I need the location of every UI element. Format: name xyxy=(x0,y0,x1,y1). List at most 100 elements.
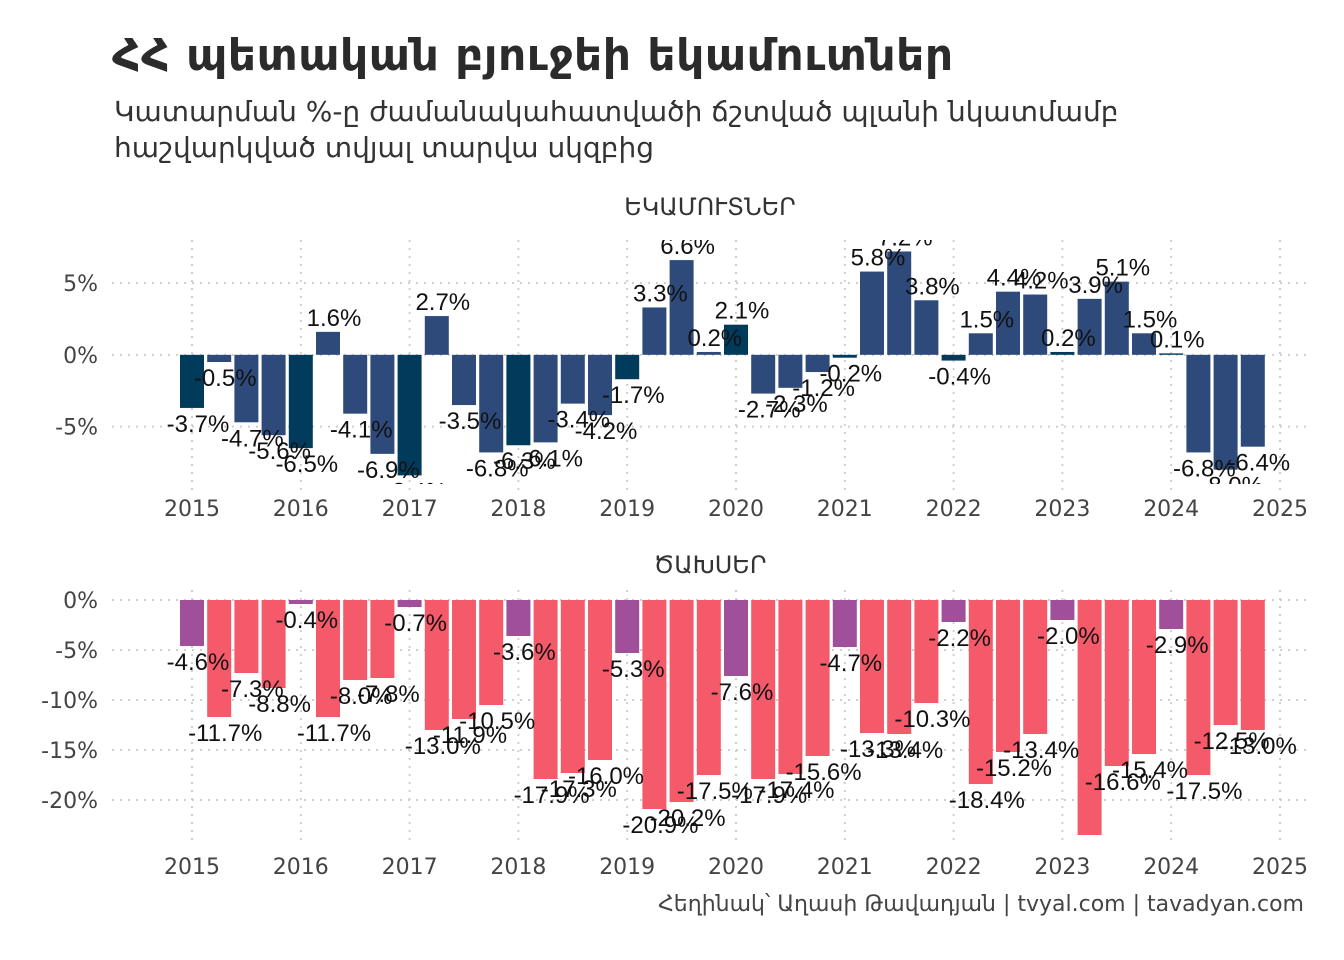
bars-group xyxy=(180,600,1265,835)
data-label: -3.5% xyxy=(439,408,502,435)
bar xyxy=(751,600,776,779)
data-label: 1.5% xyxy=(959,306,1014,333)
x-tick-label: 2019 xyxy=(599,497,655,522)
data-label: -8.0% xyxy=(330,683,393,710)
bar xyxy=(370,600,395,678)
data-label: 4.2% xyxy=(1014,268,1069,295)
data-label: 6.6% xyxy=(660,233,715,260)
data-label: -17.4% xyxy=(758,777,834,804)
bar xyxy=(968,600,993,784)
bar xyxy=(1213,600,1238,725)
x-tick-label: 2022 xyxy=(926,497,982,522)
bar xyxy=(1186,354,1211,453)
data-label: -7.3% xyxy=(221,676,284,703)
bar xyxy=(316,331,340,355)
revenue-panel: ԵԿԱՄՈՒՏՆԵՐ 2015 2016 2017 2018 2019 2020 2021 20… xyxy=(55,193,1308,522)
bar xyxy=(1132,333,1156,355)
data-label: -7.6% xyxy=(711,679,774,706)
bar xyxy=(316,600,340,717)
bar xyxy=(832,354,857,358)
data-label: -4.1% xyxy=(330,417,393,444)
bar xyxy=(288,600,313,604)
subtitle-line-2: հաշվարկված տվյալ տարվա սկզբից xyxy=(114,131,654,164)
bar xyxy=(533,600,558,779)
bar xyxy=(887,600,912,734)
bar xyxy=(696,600,721,775)
bar xyxy=(968,333,993,355)
data-label: 4.4% xyxy=(987,265,1042,292)
data-label: -0.7% xyxy=(384,610,447,637)
bar xyxy=(234,600,259,673)
bar xyxy=(669,260,694,355)
data-label: -11.7% xyxy=(188,720,262,747)
bar xyxy=(234,354,259,423)
data-label: -8.0% xyxy=(1200,473,1263,500)
bar xyxy=(343,600,368,680)
bar xyxy=(860,271,884,355)
bar xyxy=(588,354,612,416)
x-tick-label: 2019 xyxy=(599,855,655,880)
labels-group: -4.6%-11.7%-7.3%-8.8%-0.4%-11.7%-8.0%-7.… xyxy=(167,607,1297,865)
bar xyxy=(832,600,857,647)
bar xyxy=(560,600,585,773)
bar xyxy=(397,600,422,607)
data-label: 3.8% xyxy=(905,273,960,300)
data-label: -10.3% xyxy=(894,706,970,733)
bar xyxy=(506,600,531,636)
data-label: -2.9% xyxy=(1146,632,1209,659)
data-label: -17.5% xyxy=(677,778,753,805)
x-tick-label: 2020 xyxy=(708,855,764,880)
data-label: -3.6% xyxy=(493,639,556,666)
x-tick-label: 2023 xyxy=(1034,497,1090,522)
data-label: -11.9% xyxy=(433,722,507,749)
data-label: -11.7% xyxy=(297,720,371,747)
bar xyxy=(996,291,1020,355)
data-label: -0.4% xyxy=(275,607,338,634)
bar xyxy=(669,600,694,802)
data-label: 0.2% xyxy=(1041,325,1096,352)
data-label: 1.6% xyxy=(307,305,362,332)
data-label: -1.2% xyxy=(792,375,855,402)
bar xyxy=(1050,351,1075,355)
x-tick-label: 2023 xyxy=(1034,855,1090,880)
data-label: -20.9% xyxy=(622,812,698,839)
bar xyxy=(887,251,912,355)
data-label: -0.2% xyxy=(819,361,882,388)
data-label: -0.5% xyxy=(194,365,257,392)
x-tick-label: 2025 xyxy=(1252,855,1308,880)
data-label: 5.1% xyxy=(1095,255,1150,282)
bar xyxy=(452,600,476,719)
data-label: -6.8% xyxy=(466,455,529,482)
bar xyxy=(479,354,504,453)
data-label: -4.6% xyxy=(167,649,230,676)
expense-panel: ԾԱԽՍԵՐ 2015 2016 2017 2018 2019 2020 2021 2022 20… xyxy=(41,551,1308,880)
data-label: -4.2% xyxy=(575,418,638,445)
bar xyxy=(1077,298,1102,355)
x-tick-label: 2018 xyxy=(490,497,546,522)
bar xyxy=(805,354,830,373)
bar xyxy=(1240,354,1265,447)
bar xyxy=(452,354,476,406)
bar xyxy=(1023,294,1048,355)
bar xyxy=(724,324,748,355)
bar xyxy=(696,351,721,355)
data-label: 3.3% xyxy=(633,280,688,307)
data-label: -23.5% xyxy=(1058,838,1134,865)
data-label: -18.4% xyxy=(949,787,1025,814)
bar xyxy=(1050,600,1075,620)
bar xyxy=(1023,600,1048,734)
data-label: -8.4% xyxy=(384,478,447,505)
bar xyxy=(370,354,395,454)
data-label: -5.6% xyxy=(248,438,311,465)
bar xyxy=(1077,600,1102,835)
x-tick-label: 2017 xyxy=(382,855,438,880)
data-label: -2.2% xyxy=(928,625,991,652)
y-tick-label: 5% xyxy=(63,272,98,297)
y-tick-label: -10% xyxy=(41,689,98,714)
bar xyxy=(343,354,368,414)
bar xyxy=(615,354,640,380)
bar xyxy=(642,307,667,355)
data-label: 5.8% xyxy=(851,245,906,272)
data-label: -17.9% xyxy=(514,782,590,809)
data-label: -6.5% xyxy=(275,451,338,478)
